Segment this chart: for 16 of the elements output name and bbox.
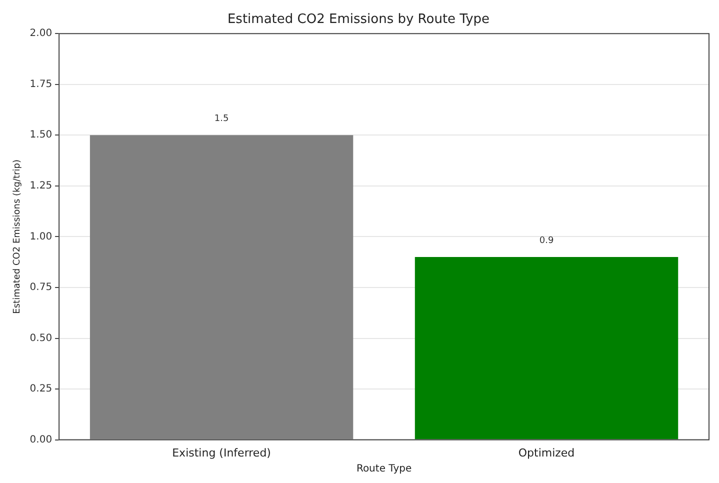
data-label: 0.9 (539, 236, 554, 246)
y-tick-label: 0.75 (30, 282, 52, 294)
y-tick-label: 0.25 (30, 384, 52, 395)
x-tick-label: Existing (Inferred) (172, 446, 271, 460)
y-tick-label: 0.00 (30, 434, 52, 446)
chart-title: Estimated CO2 Emissions by Route Type (227, 12, 490, 28)
x-axis-title: Route Type (356, 464, 412, 475)
y-tick-label: 1.75 (30, 78, 52, 90)
y-axis-title: Estimated CO2 Emissions (kg/trip) (12, 160, 23, 314)
y-tick-label: 1.50 (30, 130, 52, 141)
x-tick-label: Optimized (518, 446, 575, 460)
data-label: 1.5 (214, 114, 229, 124)
y-tick-label: 1.25 (30, 180, 52, 192)
y-tick-label: 2.00 (30, 28, 52, 40)
y-tick-label: 1.00 (30, 231, 52, 242)
y-tick-label: 0.50 (30, 332, 52, 344)
